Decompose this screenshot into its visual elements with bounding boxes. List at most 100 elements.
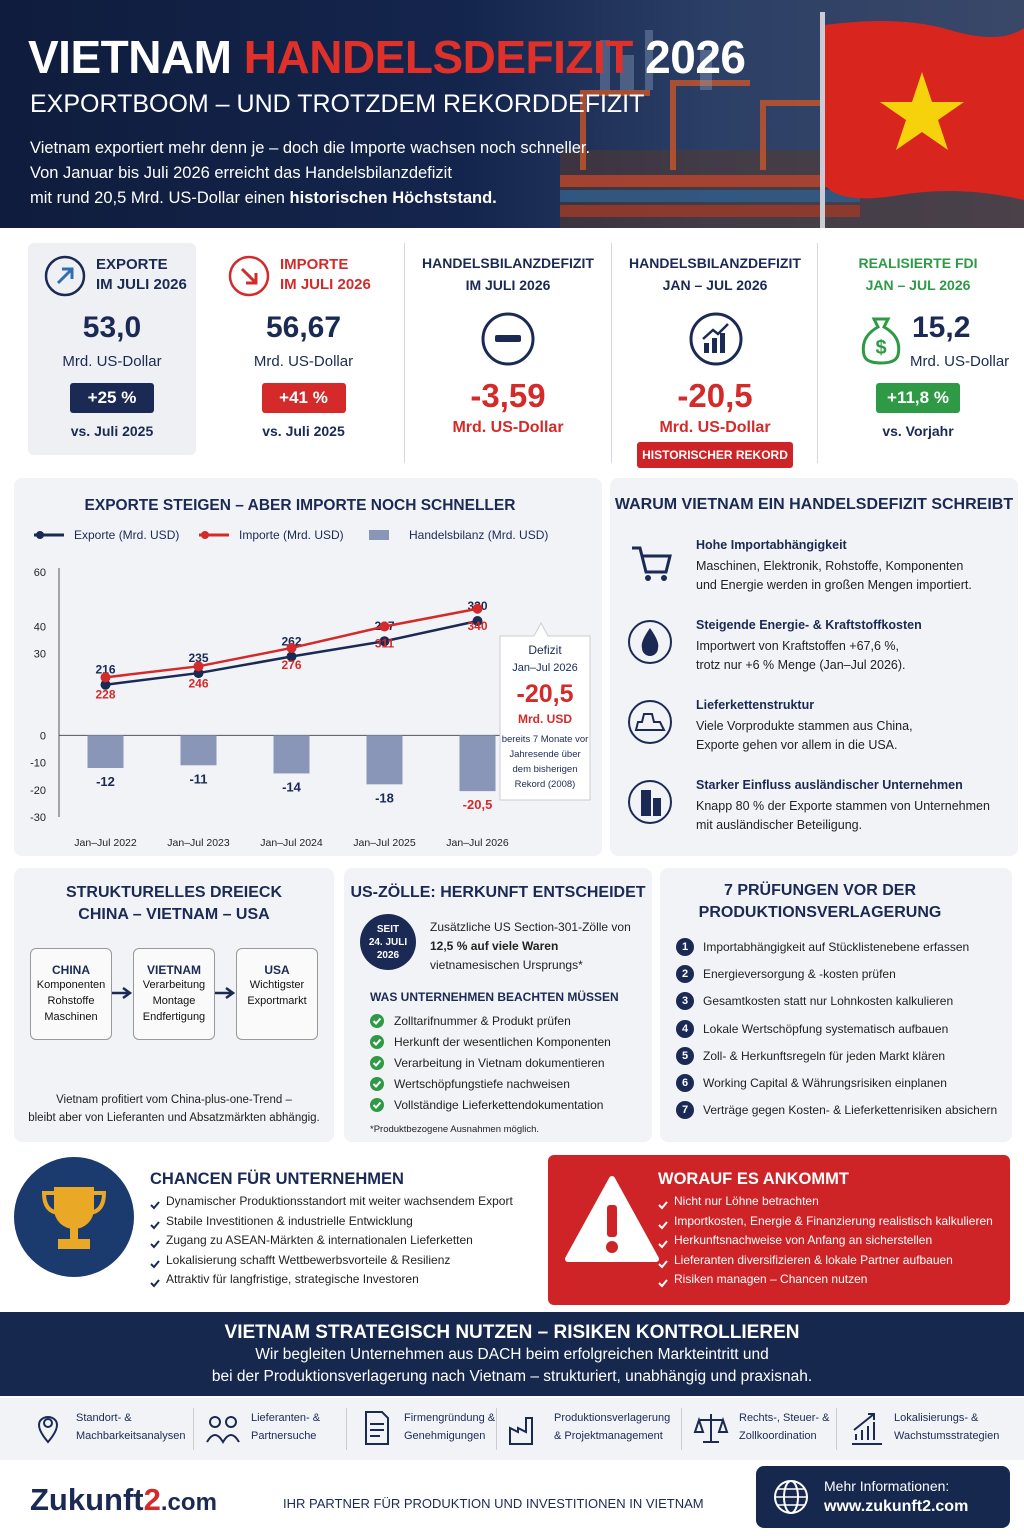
triangle-note: Vietnam profitiert vom China-plus-one-Tr… [56,1094,292,1106]
x-tick-label: Jan–Jul 2025 [353,837,416,849]
decoration [658,1220,668,1229]
decoration [150,1240,160,1249]
decoration [560,175,860,217]
kpi-note: vs. Juli 2025 [70,423,154,439]
decoration [150,1220,160,1229]
point-label: 311 [375,637,395,651]
important-panel: WORAUF ES ANKOMMT Nicht nur Löhne betrach… [548,1155,1010,1305]
kpi-title: HANDELSBILANZDEFIZIT [422,255,594,271]
service-text: Standort- & [76,1412,132,1424]
decoration [658,1240,668,1249]
callout-note: Jahresende über [509,749,580,760]
flow-box-title: USA [264,963,290,977]
decoration [372,1059,382,1067]
why-item-title: Hohe Importabhängigkeit [696,538,847,552]
service-icon [205,1410,241,1453]
service-icon [30,1410,66,1453]
line-point [472,616,483,626]
legend-label: Exporte (Mrd. USD) [74,528,179,542]
info-box: Mehr Informationen: www.zukunft2.com [756,1466,1010,1528]
service-text: Produktionsverlagerung [554,1412,671,1424]
decoration [774,1480,808,1514]
legend-item: Importe (Mrd. USD) [199,528,344,542]
callout-note: bereits 7 Monate vor [502,734,589,745]
check-icon [370,1035,384,1054]
chart-panel: EXPORTE STEIGEN – ABER IMPORTE NOCH SCHN… [14,478,602,856]
step-number: 5 [676,1046,694,1065]
chance-item: Attraktiv für langfristige, strategische… [166,1272,419,1286]
decoration [44,255,86,297]
callout-note: Rekord (2008) [515,779,576,790]
bullet-check [658,1275,668,1293]
chance-item: Stabile Investitionen & industrielle Ent… [166,1213,413,1228]
bar [87,735,124,768]
decoration [702,323,729,340]
x-tick-label: Jan–Jul 2024 [260,837,323,849]
decoration [606,1241,618,1253]
decoration [628,700,672,744]
kpi-card: HANDELSBILANZDEFIZIT IM JULI 2026 -3,59 Mrd… [413,243,603,455]
kpi-subtitle: JAN – JUL 2026 [662,277,768,293]
kpi-value: 56,67 [265,311,342,344]
tariff-text-bold: 12,5 % auf viele Waren [430,939,559,953]
decoration [56,267,74,285]
service-text: Partnersuche [251,1430,317,1442]
service-text: Machbarkeitsanalysen [76,1430,186,1442]
why-item-title: Steigende Energie- & Kraftstoffkosten [696,618,922,632]
y-tick-label: -20 [30,785,46,797]
decoration [150,1279,160,1288]
bullet-check [658,1197,668,1215]
kpi-title: EXPORTE [96,256,168,273]
flow-box-line: Maschinen [44,1011,98,1023]
decoration [852,1413,882,1445]
check-icon [370,1077,384,1096]
flow-box-line: Endfertigung [142,1011,206,1023]
decoration [495,335,521,342]
service-text: Firmengründung & [404,1412,496,1424]
services: Standort- & Machbarkeitsanalysen Lieferant… [0,1398,1024,1460]
decoration [645,30,653,90]
decoration [112,986,133,1000]
decoration [600,40,610,90]
section-title: PRODUKTIONSVERLAGERUNG [698,904,942,921]
kpi-unit: Mrd. US-Dollar [659,419,771,436]
why-item-text: Importwert von Kraftstoffen +67,6 %, [696,639,899,653]
flow-box-title: CHINA [52,963,90,977]
important-item: Herkunftsnachweise von Anfang an sichers… [674,1233,933,1247]
point-label: 262 [281,635,301,649]
decoration [560,190,860,202]
decoration [372,1101,382,1109]
step-text: Lokale Wertschöpfung systematisch aufbau… [703,1021,949,1036]
decoration [206,1416,240,1445]
decoration [38,1416,58,1444]
why-icon [626,618,674,671]
step-text: Verträge gegen Kosten- & Lieferkettenris… [703,1103,998,1118]
decoration [150,1259,160,1268]
bar [366,735,403,785]
y-tick-label: 0 [40,730,46,742]
flow-box-line: Komponenten [36,979,106,991]
bar-label: -14 [282,779,302,794]
decoration [628,780,672,824]
bar-label: -20,5 [463,797,493,812]
why-item-text: Exporte gehen vor allem in die USA. [696,738,898,752]
decoration [760,100,820,106]
step-text: Gesamtkosten statt nur Lohnkosten kalkul… [703,994,954,1009]
decoration [658,1259,668,1268]
kpi-title: IMPORTE [280,256,349,273]
decoration [658,1279,668,1288]
why-item-text: mit ausländischer Beteiligung. [696,818,863,832]
important-item: Risiken managen – Chancen nutzen [674,1272,868,1286]
decoration [628,620,672,664]
service-divider [193,1408,194,1450]
kpi-value: 53,0 [82,311,142,344]
kpi-value: -3,59 [470,377,546,414]
title: VIETNAM HANDELSDEFIZIT 2026 [28,30,746,84]
flow-box-line: Exportmarkt [247,995,307,1007]
important-item: Importkosten, Energie & Finanzierung rea… [674,1213,993,1228]
legend-label: Handelsbilanz (Mrd. USD) [409,528,548,542]
info-url: www.zukunft2.com [824,1498,969,1515]
y-tick-label: -10 [30,758,46,770]
banner-line: Wir begleiten Unternehmen aus DACH beim … [255,1346,769,1363]
